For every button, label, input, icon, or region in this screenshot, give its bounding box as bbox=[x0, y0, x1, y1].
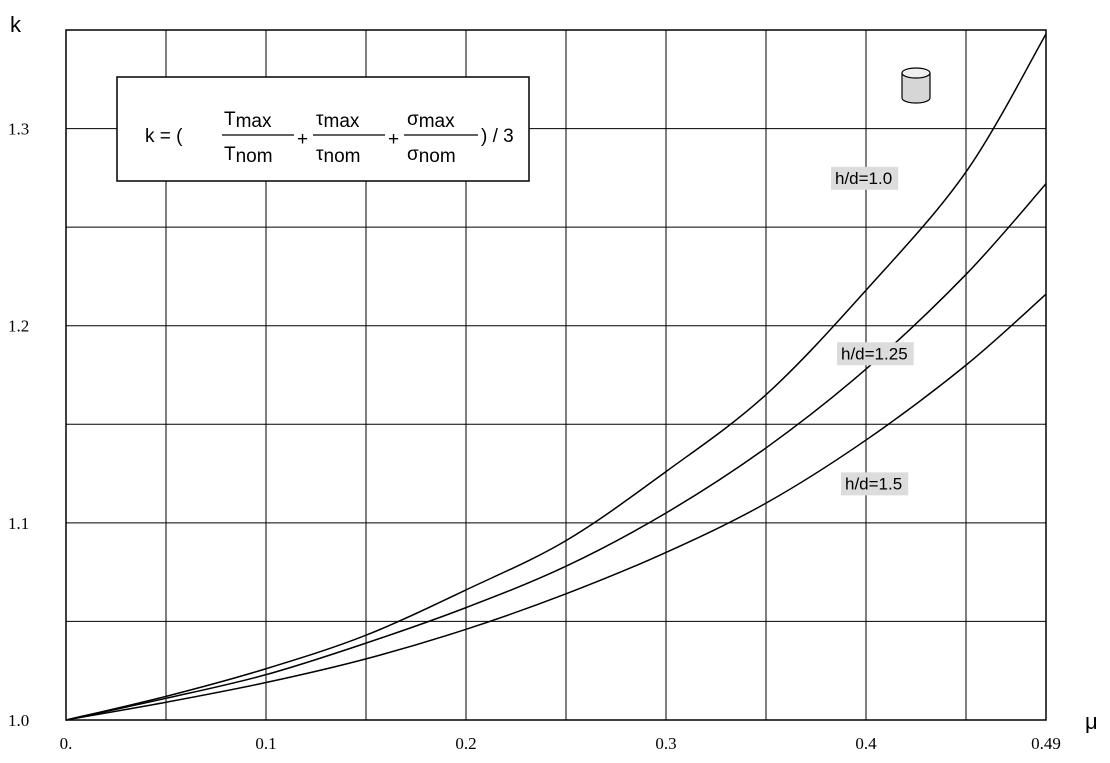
formula-prefix: k = ( bbox=[145, 126, 183, 147]
series-label: h/d=1.25 bbox=[837, 342, 914, 366]
formula-tau-num: τmax bbox=[316, 109, 360, 132]
y-tick-label: 1.1 bbox=[8, 514, 29, 533]
series-layer bbox=[65, 33, 1047, 721]
formula-sigma-den: σnom bbox=[407, 144, 456, 167]
x-tick-label: 0. bbox=[60, 734, 73, 753]
x-axis-label: μ bbox=[1085, 709, 1098, 734]
formula-t-den: Tnom bbox=[224, 144, 273, 167]
x-tick-label: 0.1 bbox=[255, 734, 276, 753]
series-line bbox=[65, 293, 1047, 721]
y-tick-labels: 1.0 1.1 1.2 1.3 bbox=[8, 120, 29, 730]
series-label-text: h/d=1.0 bbox=[835, 169, 892, 188]
y-tick-label: 1.0 bbox=[8, 711, 29, 730]
y-tick-label: 1.3 bbox=[8, 120, 29, 139]
formula-box: k = ( Tmax Tnom + τmax τnom + σmax σnom … bbox=[116, 76, 530, 182]
series-labels: h/d=1.0 h/d=1.25 h/d=1.5 bbox=[831, 166, 914, 496]
cylinder-icon bbox=[901, 67, 931, 104]
formula-suffix: ) / 3 bbox=[481, 126, 514, 147]
formula-plus: + bbox=[388, 129, 399, 150]
grid bbox=[66, 30, 1046, 720]
x-tick-label: 0.3 bbox=[655, 734, 676, 753]
x-tick-label: 0.2 bbox=[455, 734, 476, 753]
plot-frame bbox=[65, 29, 1047, 721]
series-line bbox=[65, 183, 1047, 721]
x-tick-labels: 0. 0.1 0.2 0.3 0.4 0.49 bbox=[60, 734, 1061, 753]
formula-t-num: Tmax bbox=[224, 109, 272, 132]
formula-frame bbox=[116, 76, 530, 182]
series-label-background bbox=[841, 472, 909, 496]
formula-plus: + bbox=[297, 129, 308, 150]
y-axis-label: k bbox=[10, 12, 22, 37]
series-label: h/d=1.0 bbox=[831, 166, 899, 190]
series-label: h/d=1.5 bbox=[841, 472, 909, 496]
series-label-text: h/d=1.25 bbox=[841, 344, 908, 363]
formula-sigma-num: σmax bbox=[407, 109, 455, 132]
x-tick-label: 0.49 bbox=[1031, 734, 1061, 753]
series-line bbox=[65, 33, 1047, 721]
y-tick-label: 1.2 bbox=[8, 317, 29, 336]
series-label-text: h/d=1.5 bbox=[845, 474, 902, 493]
series-label-background bbox=[837, 342, 914, 366]
x-tick-label: 0.4 bbox=[855, 734, 877, 753]
formula-tau-den: τnom bbox=[316, 144, 360, 167]
series-label-background bbox=[831, 166, 899, 190]
